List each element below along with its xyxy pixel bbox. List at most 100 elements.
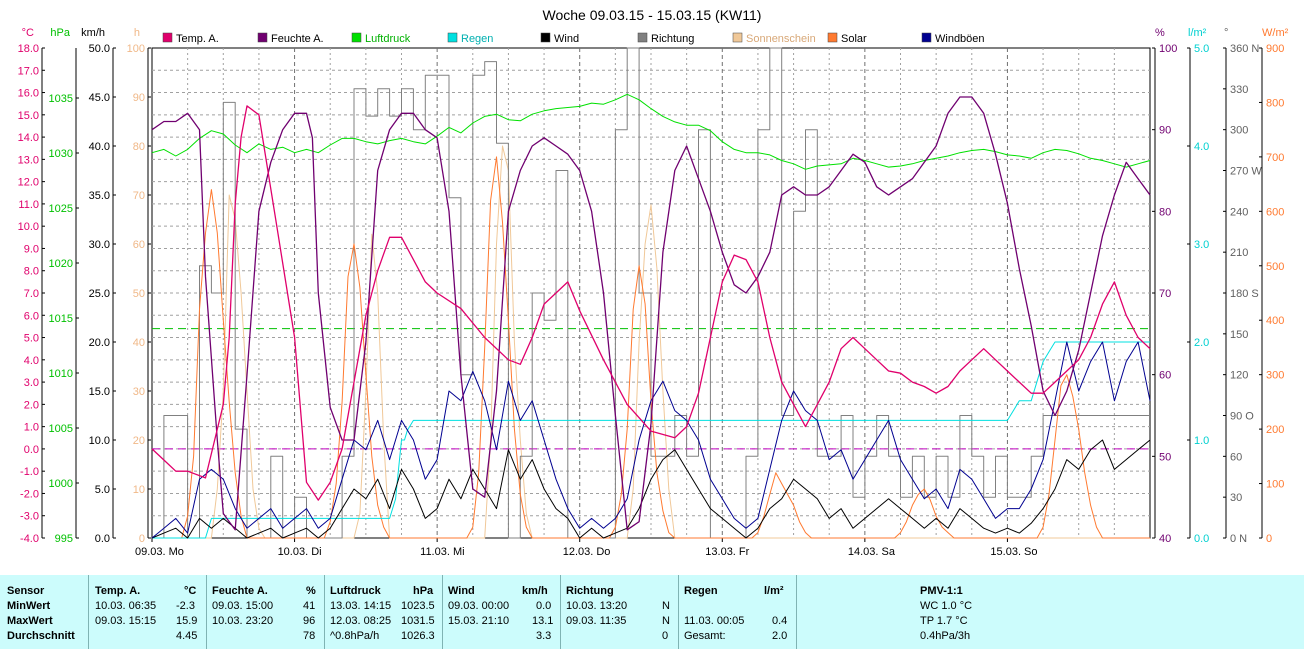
temp-axis-tick-label: 2.0 (24, 399, 39, 411)
press-avg-label: ^0.8hPa/h (330, 630, 380, 642)
legend-label: Windböen (935, 33, 985, 45)
wind-axis-tick-label: 15.0 (89, 386, 110, 398)
temp-axis-tick-label: 8.0 (24, 266, 39, 278)
solar-unit: W/m² (1262, 27, 1289, 39)
solar-axis-tick-label: 300 (1266, 370, 1284, 382)
temp-axis-tick-label: 13.0 (18, 154, 39, 166)
wind-axis-tick-label: 20.0 (89, 337, 110, 349)
sunshine-axis-tick-label: 70 (133, 190, 145, 202)
wind-axis-tick-label: 5.0 (95, 484, 110, 496)
sunshine-axis-tick-label: 30 (133, 386, 145, 398)
gusts-line (151, 341, 1151, 539)
pressure-tick-label: 1035 (49, 93, 73, 105)
humidity-axis-tick-label: 70 (1159, 288, 1171, 300)
pressure-tick-label: 1005 (49, 423, 73, 435)
temp-axis-tick-label: 14.0 (18, 132, 39, 144)
pressure-tick-label: 1015 (49, 313, 73, 325)
direction-axis-tick-label: 330 (1230, 84, 1248, 96)
humidity-axis-tick-label: 40 (1159, 533, 1171, 545)
sunshine-axis-tick-label: 20 (133, 435, 145, 447)
wind-axis-tick-label: 25.0 (89, 288, 110, 300)
solar-axis-tick-label: 0 (1266, 533, 1272, 545)
legend-label: Temp. A. (176, 33, 219, 45)
direction-axis-tick-label: 210 (1230, 247, 1248, 259)
legend-label: Richtung (651, 33, 694, 45)
wind-axis-tick-label: 40.0 (89, 141, 110, 153)
sunshine-axis-tick-label: 50 (133, 288, 145, 300)
hum-unit: % (306, 585, 316, 597)
rain-total-label: Gesamt: (684, 630, 726, 642)
wind-max-time: 15.03. 21:10 (448, 615, 510, 627)
pressure-tick-label: 995 (55, 533, 73, 545)
rain-axis-tick-label: 2.0 (1194, 337, 1209, 349)
dir-min: N (662, 600, 670, 612)
row-label-avg: Durchschnitt (7, 630, 75, 642)
humidity-unit: % (1155, 27, 1165, 39)
hum-min: 41 (303, 600, 316, 612)
legend-swatch (162, 32, 173, 43)
weather-chart: Woche 09.03.15 - 15.03.15 (KW11) 09.03. … (18, 7, 1289, 558)
hum-header: Feuchte A. (212, 585, 268, 597)
press-max: 1031.5 (401, 615, 435, 627)
legend-label: Regen (461, 33, 493, 45)
hum-max-time: 10.03. 23:20 (212, 615, 274, 627)
wind-axis-tick-label: 35.0 (89, 190, 110, 202)
pressure-tick-label: 1025 (49, 203, 73, 215)
direction-axis-tick-label: 300 (1230, 125, 1248, 137)
rain-axis-tick-label: 5.0 (1194, 43, 1209, 55)
direction-axis-tick-label: 120 (1230, 370, 1248, 382)
wind-min: 0.0 (536, 600, 552, 612)
temp-axis-tick-label: 5.0 (24, 333, 39, 345)
wind-axis-tick-label: 10.0 (89, 435, 110, 447)
temp-max-time: 09.03. 15:15 (95, 615, 157, 627)
temp-axis-tick-label: -2.0 (20, 488, 39, 500)
legend-swatch (921, 32, 932, 43)
wind-axis-tick-label: 30.0 (89, 239, 110, 251)
wind-axis-unit: km/h (81, 27, 105, 39)
humidity-axis-tick-label: 80 (1159, 206, 1171, 218)
rain-axis-tick-label: 3.0 (1194, 239, 1209, 251)
temp-axis-tick-label: 15.0 (18, 110, 39, 122)
direction-axis-tick-label: 180 S (1230, 288, 1259, 300)
legend-swatch (257, 32, 268, 43)
row-label-min: MinWert (7, 600, 51, 612)
temp-axis-tick-label: 17.0 (18, 65, 39, 77)
press-header: Luftdruck (330, 585, 381, 597)
pressure-tick-label: 1030 (49, 148, 73, 160)
row-label-sensor: Sensor (7, 585, 45, 597)
sunshine-axis-tick-label: 80 (133, 141, 145, 153)
temp-min-time: 10.03. 06:35 (95, 600, 157, 612)
pmv-header: PMV-1:1 (920, 585, 963, 597)
rain-header: Regen (684, 585, 718, 597)
temp-axis-tick-label: -4.0 (20, 533, 39, 545)
dir-avg: 0 (662, 630, 669, 642)
legend-swatch (827, 32, 838, 43)
rain-axis-tick-label: 1.0 (1194, 435, 1209, 447)
solar-axis-tick-label: 800 (1266, 97, 1284, 109)
row-label-max: MaxWert (7, 615, 53, 627)
summary-table: Sensor MinWert MaxWert Durchschnitt Temp… (0, 575, 1304, 649)
legend-swatch (732, 32, 743, 43)
pmv-line3: 0.4hPa/3h (920, 630, 971, 642)
wind-min-time: 09.03. 00:00 (448, 600, 510, 612)
wind-axis-tick-label: 0.0 (95, 533, 110, 545)
wind-avg: 3.3 (536, 630, 552, 642)
direction-axis-tick-label: 90 O (1230, 411, 1254, 423)
direction-axis-tick-label: 150 (1230, 329, 1248, 341)
day-label: 10.03. Di (278, 546, 322, 558)
direction-axis-tick-label: 30 (1230, 492, 1242, 504)
pressure-unit: hPa (50, 27, 70, 39)
humidity-axis-tick-label: 60 (1159, 370, 1171, 382)
day-label: 09.03. Mo (135, 546, 184, 558)
rain-line (152, 341, 1150, 539)
wind-axis-tick-label: 45.0 (89, 92, 110, 104)
chart-title: Woche 09.03.15 - 15.03.15 (KW11) (543, 7, 762, 23)
solar-axis-tick-label: 500 (1266, 261, 1284, 273)
temp-axis-unit: °C (22, 27, 34, 39)
humidity-axis-tick-label: 90 (1159, 125, 1171, 137)
temp-axis-tick-label: 9.0 (24, 243, 39, 255)
temp-axis-tick-label: 7.0 (24, 288, 39, 300)
dir-max: N (662, 615, 670, 627)
dir-max-time: 09.03. 11:35 (566, 615, 627, 627)
wind-axis-tick-label: 50.0 (89, 43, 110, 55)
